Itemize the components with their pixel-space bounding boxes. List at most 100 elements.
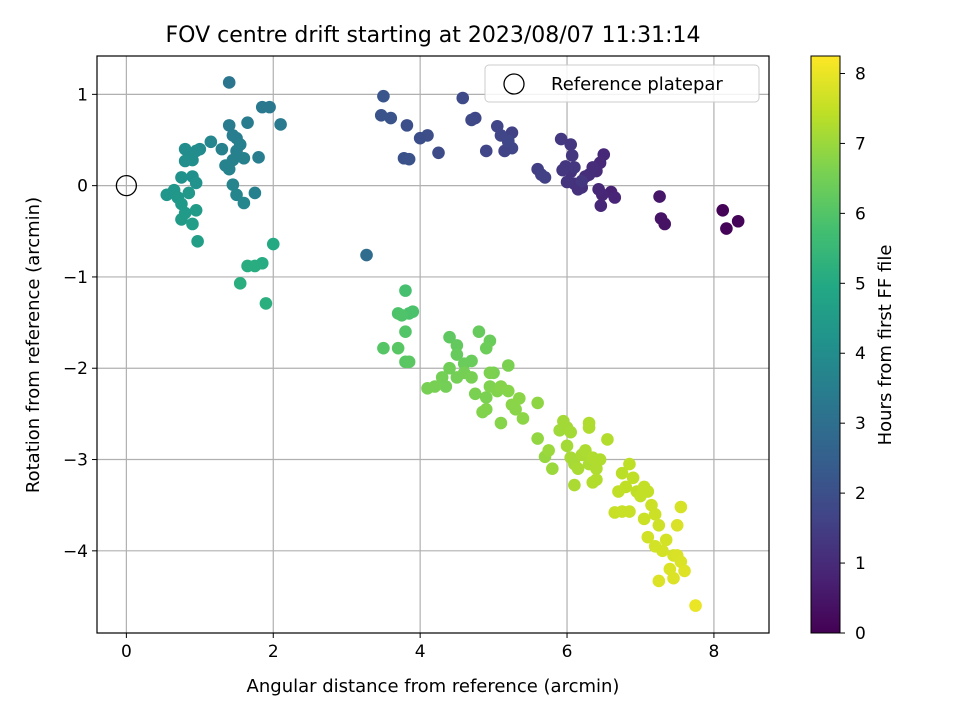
y-tick-label: −3 [63, 451, 88, 471]
reference-point [115, 174, 138, 197]
data-point [494, 129, 508, 142]
x-tick-label: 8 [709, 642, 720, 662]
data-point [189, 203, 203, 217]
y-tick-label: 0 [77, 177, 88, 197]
x-tick-label: 0 [121, 642, 132, 662]
data-point [652, 574, 666, 588]
data-point [178, 142, 192, 156]
data-point [670, 518, 684, 532]
data-point [450, 339, 464, 352]
data-point [266, 237, 280, 251]
data-point [377, 89, 390, 103]
data-point [219, 159, 232, 172]
data-point [248, 186, 262, 200]
data-point [483, 366, 497, 380]
data-point [652, 518, 666, 532]
data-point [399, 284, 412, 297]
data-point [465, 113, 478, 127]
data-point [568, 161, 581, 174]
colorbar-label: Hours from first FF file [875, 245, 896, 446]
grid [97, 56, 769, 633]
legend-box [484, 64, 760, 103]
colorbar-tick-label: 2 [855, 484, 866, 504]
data-point [564, 425, 578, 439]
data-point [494, 416, 508, 430]
y-tick-label: −2 [63, 359, 88, 379]
y-tick-label: −4 [63, 542, 88, 562]
colorbar-tick-label: 7 [855, 134, 866, 154]
data-point [400, 119, 414, 132]
data-point [571, 462, 585, 475]
legend-reference-marker [503, 73, 525, 95]
data-point [509, 403, 522, 416]
data-point [233, 277, 247, 290]
data-point [360, 248, 373, 262]
colorbar: 0 1 2 3 4 5 6 7 8 Hours from first FF file [810, 55, 896, 644]
data-point [590, 473, 603, 486]
data-point [648, 508, 662, 521]
data-point [623, 505, 636, 518]
data-point [450, 348, 464, 361]
data-point [241, 116, 254, 129]
data-point [421, 382, 434, 395]
data-point [501, 384, 515, 398]
data-point [659, 533, 673, 547]
data-point [402, 152, 416, 166]
colorbar-tick-label: 6 [855, 204, 866, 224]
data-point [538, 171, 552, 184]
colorbar-tick-label: 0 [855, 624, 866, 644]
data-point [542, 444, 555, 457]
data-point [678, 564, 691, 578]
data-point [653, 190, 666, 203]
data-point [472, 325, 486, 339]
data-point [512, 392, 526, 405]
data-point [222, 76, 236, 89]
data-point [623, 457, 636, 471]
data-point [667, 571, 680, 585]
data-points [160, 76, 745, 612]
data-point [468, 387, 482, 401]
data-point [479, 341, 493, 355]
data-point [592, 182, 605, 196]
data-point [575, 174, 589, 188]
plot-frame [96, 55, 770, 634]
data-point [608, 191, 622, 204]
data-point [377, 341, 390, 355]
data-point [413, 131, 427, 145]
data-point [689, 599, 702, 612]
data-point [546, 462, 559, 475]
colorbar-tick-label: 4 [855, 344, 866, 364]
data-point [531, 432, 544, 445]
data-point [498, 144, 511, 158]
data-point [601, 433, 614, 446]
reference-marker [115, 174, 138, 197]
y-axis-ticks: −4 −3 −2 −1 0 1 [63, 85, 97, 562]
data-point [716, 203, 730, 217]
legend: Reference platepar [484, 64, 760, 103]
data-point [479, 391, 493, 404]
colorbar-ticks: 0 1 2 3 4 5 6 7 8 [840, 64, 866, 644]
data-point [443, 330, 456, 344]
data-point [554, 132, 568, 146]
data-point [406, 305, 420, 318]
data-point [656, 544, 669, 558]
x-axis-label: Angular distance from reference (arcmin) [247, 676, 620, 697]
data-point [222, 119, 236, 132]
data-point [204, 135, 218, 149]
data-point [560, 439, 574, 453]
data-point [501, 359, 515, 372]
data-point [658, 217, 672, 231]
data-point [263, 100, 276, 114]
data-point [259, 297, 273, 310]
data-point [612, 485, 625, 498]
data-point [568, 478, 581, 492]
data-point [252, 151, 265, 164]
colorbar-tick-label: 8 [855, 64, 866, 84]
data-point [465, 354, 478, 368]
y-axis-label: Rotation from reference (arcmin) [23, 197, 44, 493]
data-point [674, 500, 688, 514]
colorbar-tick-label: 1 [855, 554, 866, 574]
data-point [186, 217, 199, 231]
data-point [594, 199, 608, 213]
data-point [720, 222, 733, 235]
